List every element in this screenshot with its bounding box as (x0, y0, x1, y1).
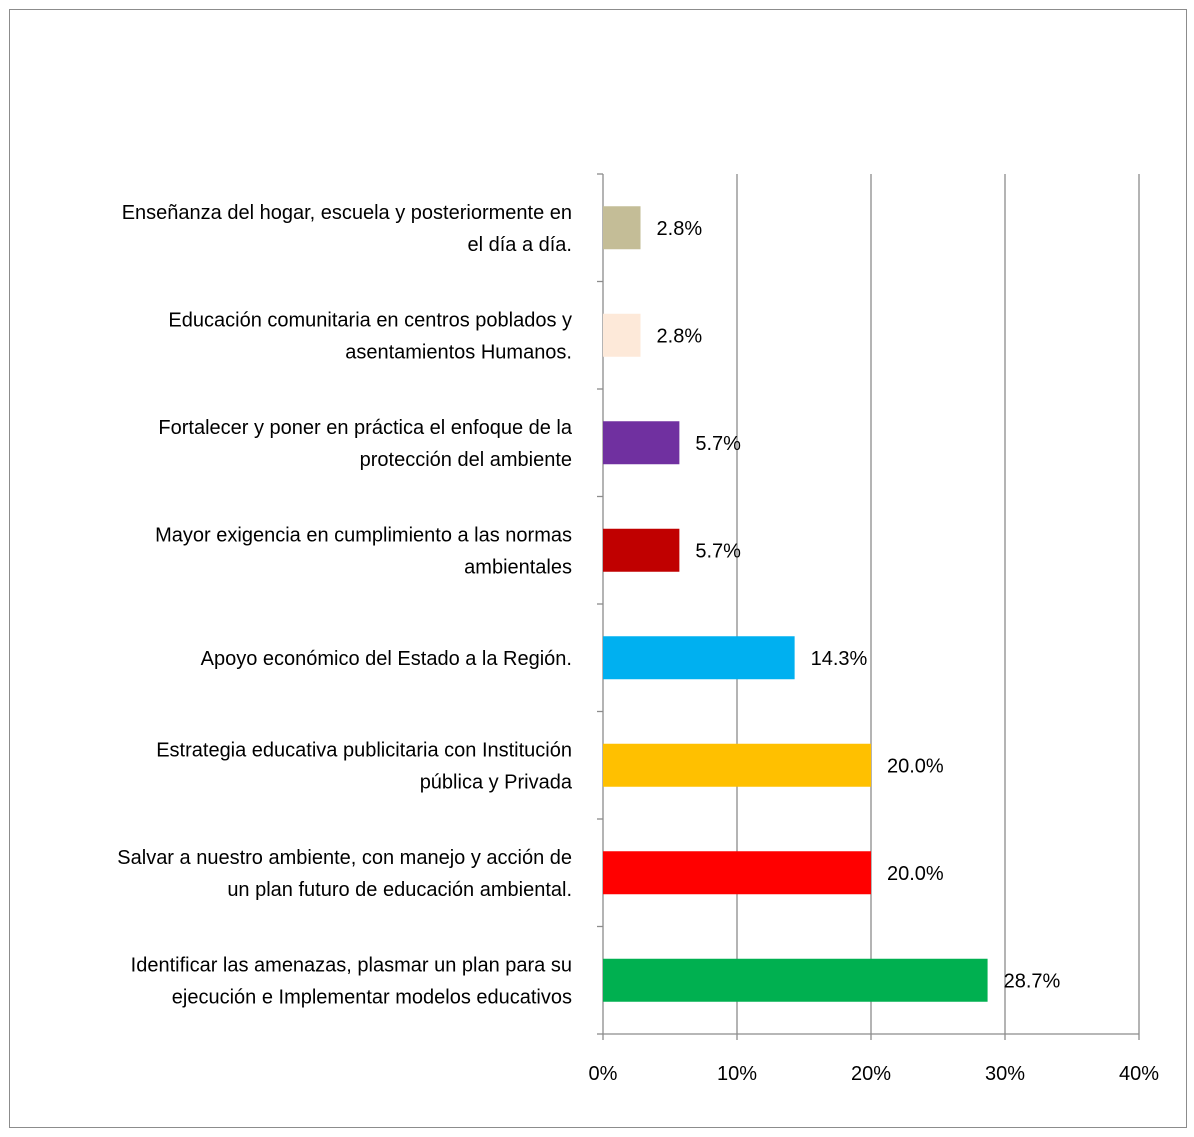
data-label: 20.0% (887, 863, 944, 885)
bar (603, 851, 871, 895)
category-label-line: ejecución e Implementar modelos educativ… (172, 986, 572, 1008)
chart-frame (9, 9, 1187, 1128)
x-tick-label: 30% (985, 1063, 1025, 1085)
category-label-line: Educación comunitaria en centros poblado… (168, 309, 572, 331)
bar (603, 958, 988, 1002)
category-label-line: Identificar las amenazas, plasmar un pla… (131, 954, 572, 976)
category-label: Enseñanza del hogar, escuela y posterior… (122, 202, 572, 256)
category-label-line: Apoyo económico del Estado a la Región. (201, 648, 572, 670)
category-label: Apoyo económico del Estado a la Región. (201, 648, 572, 670)
category-label-line: Mayor exigencia en cumplimiento a las no… (155, 524, 572, 546)
data-label: 28.7% (1004, 970, 1061, 992)
category-label-line: protección del ambiente (360, 449, 572, 471)
category-label-line: Salvar a nuestro ambiente, con manejo y … (117, 847, 572, 869)
data-label: 2.8% (657, 325, 703, 347)
category-label-line: pública y Privada (420, 771, 573, 793)
category-label: Mayor exigencia en cumplimiento a las no… (155, 524, 572, 578)
data-label: 14.3% (811, 648, 868, 670)
x-tick-label: 0% (589, 1063, 618, 1085)
data-label: 20.0% (887, 755, 944, 777)
x-tick-label: 10% (717, 1063, 757, 1085)
bar (603, 206, 641, 250)
category-label-line: Estrategia educativa publicitaria con In… (156, 739, 572, 761)
category-label-line: ambientales (464, 556, 572, 578)
category-label-line: un plan futuro de educación ambiental. (227, 879, 572, 901)
bar (603, 636, 795, 680)
bar (603, 743, 871, 787)
bar (603, 528, 680, 572)
x-tick-label: 20% (851, 1063, 891, 1085)
data-label: 2.8% (657, 218, 703, 240)
category-label-line: asentamientos Humanos. (345, 341, 572, 363)
category-label-line: el día a día. (467, 234, 572, 256)
category-label: Salvar a nuestro ambiente, con manejo y … (117, 847, 572, 901)
category-label-line: Enseñanza del hogar, escuela y posterior… (122, 202, 572, 224)
data-label: 5.7% (695, 433, 741, 455)
category-label: Fortalecer y poner en práctica el enfoqu… (158, 417, 572, 471)
bar (603, 421, 680, 465)
bar (603, 313, 641, 357)
category-label: Identificar las amenazas, plasmar un pla… (131, 954, 572, 1008)
category-label: Educación comunitaria en centros poblado… (168, 309, 572, 363)
x-tick-label: 40% (1119, 1063, 1159, 1085)
data-label: 5.7% (695, 540, 741, 562)
category-label-line: Fortalecer y poner en práctica el enfoqu… (158, 417, 572, 439)
category-label: Estrategia educativa publicitaria con In… (156, 739, 573, 793)
